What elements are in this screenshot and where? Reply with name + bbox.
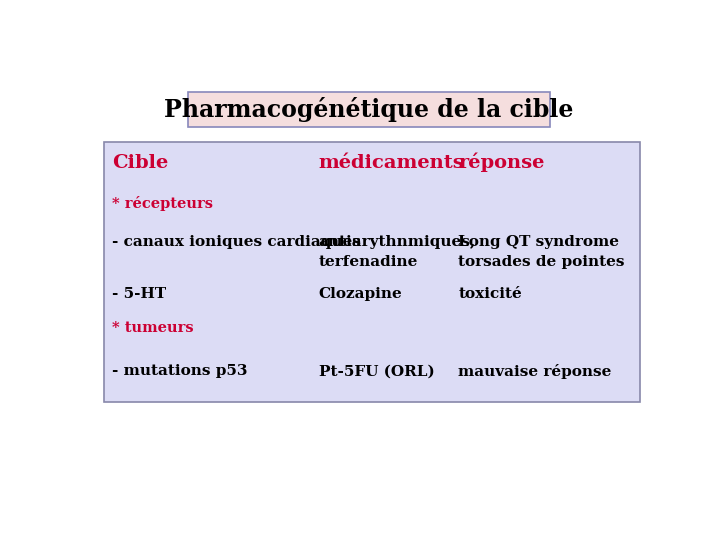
FancyBboxPatch shape	[104, 141, 639, 402]
Text: toxicité: toxicité	[459, 287, 522, 301]
Text: réponse: réponse	[459, 153, 544, 172]
Text: mauvaise réponse: mauvaise réponse	[459, 364, 612, 379]
Text: Clozapine: Clozapine	[319, 287, 402, 301]
Text: Cible: Cible	[112, 153, 168, 172]
Text: - mutations p53: - mutations p53	[112, 364, 248, 378]
Text: - 5-HT: - 5-HT	[112, 287, 166, 301]
Text: médicaments: médicaments	[319, 153, 464, 172]
Text: Pt-5FU (ORL): Pt-5FU (ORL)	[319, 364, 435, 378]
Text: * récepteurs: * récepteurs	[112, 196, 213, 211]
Text: antiarythnmiques,
terfenadine: antiarythnmiques, terfenadine	[319, 235, 476, 269]
Text: * tumeurs: * tumeurs	[112, 321, 194, 334]
FancyBboxPatch shape	[188, 92, 550, 127]
Text: - canaux ioniques cardiaques: - canaux ioniques cardiaques	[112, 235, 361, 249]
Text: Long QT syndrome
torsades de pointes: Long QT syndrome torsades de pointes	[459, 235, 625, 269]
Text: Pharmacogénétique de la cible: Pharmacogénétique de la cible	[164, 97, 574, 122]
